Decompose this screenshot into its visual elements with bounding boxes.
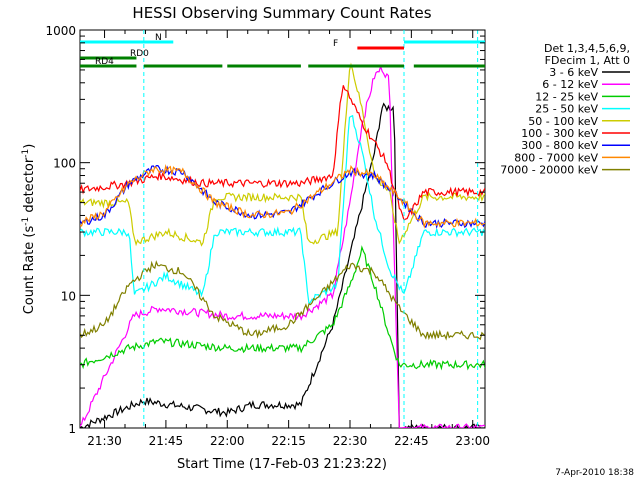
x-axis-label: Start Time (17-Feb-03 21:23:22) [177, 457, 387, 472]
x-tick-label: 21:30 [87, 434, 122, 448]
series-line [80, 62, 485, 247]
legend-header: FDecim 1, Att 0 [545, 54, 630, 67]
legend-header: Det 1,3,4,5,6,9, [544, 42, 630, 55]
series-line [80, 164, 485, 230]
flag-layer: N RD0 RD4 F [80, 33, 485, 68]
series-line [80, 245, 485, 371]
y-axis-label: Count Rate (s-1 detector-1) [21, 144, 37, 315]
x-axis: 21:30 21:45 22:00 22:15 22:30 22:45 23:00 [87, 30, 490, 448]
legend-label: 12 - 25 keV [535, 90, 598, 103]
x-tick-label: 22:45 [394, 434, 429, 448]
legend-label: 7000 - 20000 keV [500, 164, 598, 177]
legend-label: 100 - 300 keV [521, 127, 598, 140]
y-tick-label: 10 [61, 289, 76, 303]
x-tick-label: 21:45 [149, 434, 184, 448]
x-tick-label: 23:00 [455, 434, 490, 448]
legend-label: 50 - 100 keV [528, 115, 598, 128]
series-line [80, 260, 485, 341]
y-axis: 1 10 100 1000 [45, 24, 485, 436]
x-tick-label: 22:15 [271, 434, 306, 448]
plot-frame [79, 29, 486, 429]
legend-label: 300 - 800 keV [521, 139, 598, 152]
legend: Det 1,3,4,5,6,9,FDecim 1, Att 03 - 6 keV… [500, 42, 630, 177]
series-line [80, 85, 485, 222]
y-tick-label: 1000 [45, 24, 76, 38]
chart-title: HESSI Observing Summary Count Rates [132, 4, 431, 22]
flag-label: RD4 [95, 57, 114, 67]
y-tick-label: 1 [68, 422, 76, 436]
x-tick-label: 22:00 [210, 434, 245, 448]
legend-label: 3 - 6 keV [549, 66, 598, 79]
series-line [80, 114, 485, 306]
series-line [80, 64, 485, 428]
plot-area [80, 30, 485, 428]
legend-label: 800 - 7000 keV [514, 151, 598, 164]
flag-label: F [333, 39, 338, 49]
flag-label: N [155, 33, 162, 43]
footer-date: 7-Apr-2010 18:38 [555, 468, 634, 478]
series-line [80, 102, 485, 428]
y-tick-label: 100 [53, 157, 76, 171]
series-line [80, 164, 485, 229]
legend-label: 25 - 50 keV [535, 103, 598, 116]
legend-label: 6 - 12 keV [542, 78, 598, 91]
x-tick-label: 22:30 [333, 434, 368, 448]
flag-label: RD0 [130, 49, 149, 59]
